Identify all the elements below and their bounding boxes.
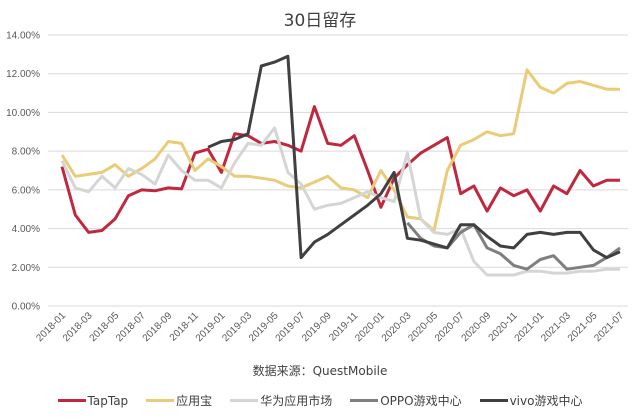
source-annotation: 数据来源：QuestMobile bbox=[252, 364, 388, 378]
series-line bbox=[60, 126, 620, 277]
y-tick-label: 10.00% bbox=[6, 108, 40, 119]
legend-swatch-icon bbox=[230, 399, 259, 402]
y-tick-label: 14.00% bbox=[6, 31, 40, 42]
legend-item: TapTap bbox=[57, 392, 129, 409]
series-line bbox=[207, 54, 621, 260]
y-tick-label: 0.00% bbox=[12, 302, 40, 313]
legend-item: 华为应用市场 bbox=[230, 392, 332, 409]
y-tick-label: 2.00% bbox=[12, 263, 40, 274]
legend-label: vivo游戏中心 bbox=[509, 394, 583, 408]
legend-swatch-icon bbox=[350, 399, 379, 402]
x-tick-label: 2021-07 bbox=[592, 310, 626, 344]
legend-item: OPPO游戏中心 bbox=[350, 392, 462, 409]
legend-item: vivo游戏中心 bbox=[479, 392, 583, 409]
series-line bbox=[60, 68, 620, 232]
legend-swatch-icon bbox=[57, 399, 86, 402]
legend-swatch-icon bbox=[146, 399, 175, 402]
chart-title: 30日留存 bbox=[283, 11, 357, 31]
legend-item: 应用宝 bbox=[146, 392, 212, 409]
y-tick-label: 8.00% bbox=[12, 147, 40, 158]
y-tick-label: 4.00% bbox=[12, 224, 40, 235]
series-line bbox=[60, 105, 620, 234]
legend: TapTap 应用宝 华为应用市场 OPPO游戏中心 vivo游戏中心 bbox=[0, 392, 640, 409]
legend-label: TapTap bbox=[87, 393, 129, 408]
y-tick-label: 12.00% bbox=[6, 69, 40, 80]
legend-label: 应用宝 bbox=[176, 394, 213, 408]
legend-label: OPPO游戏中心 bbox=[380, 394, 462, 408]
legend-swatch-icon bbox=[479, 399, 508, 402]
legend-label: 华为应用市场 bbox=[260, 394, 333, 408]
y-tick-label: 6.00% bbox=[12, 185, 40, 196]
